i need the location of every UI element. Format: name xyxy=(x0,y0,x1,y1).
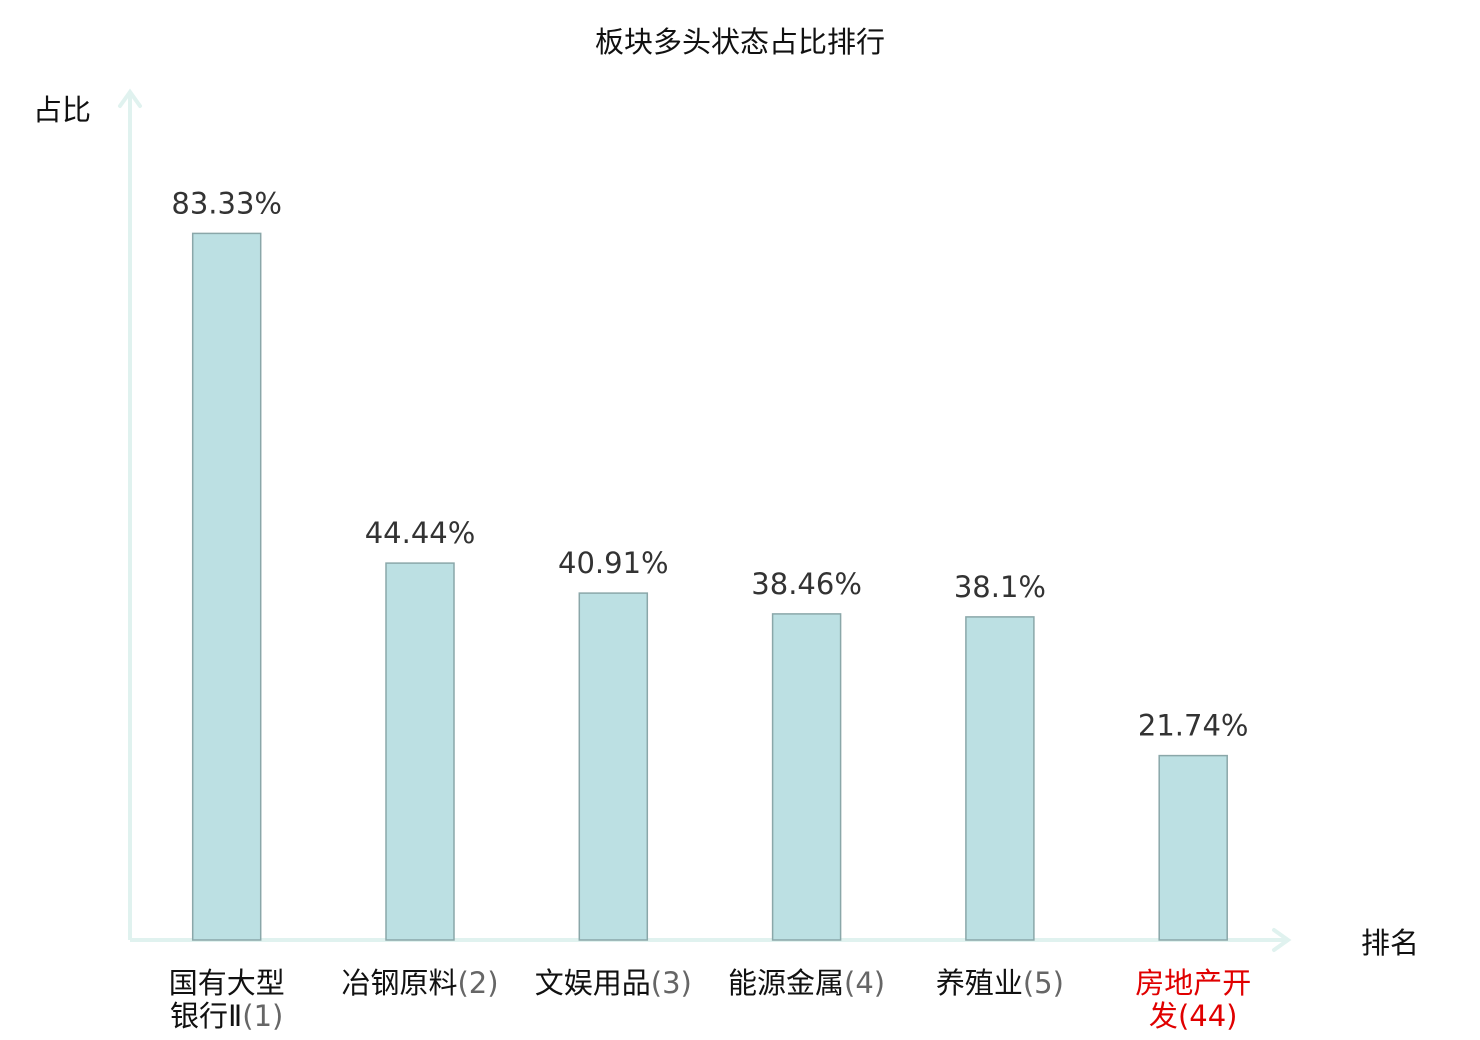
bar-value-label: 44.44% xyxy=(365,516,476,550)
category-label: 冶钢原料(2) xyxy=(341,966,498,1000)
bar-value-label: 83.33% xyxy=(171,186,282,220)
chart-title: 板块多头状态占比排行 xyxy=(595,25,885,59)
bar-value-label: 38.46% xyxy=(751,567,862,601)
category-name: 国有大型 xyxy=(169,966,285,1000)
category-label: 养殖业(5) xyxy=(936,966,1064,1000)
category-label: 银行Ⅱ(1) xyxy=(170,999,283,1033)
category-rank: (3) xyxy=(651,966,692,1000)
value-labels: 83.33% 44.44% 40.91% 38.46% 38.1% 21.74% xyxy=(171,186,1248,742)
category-label: 国有大型 xyxy=(169,966,285,1000)
bar-value-label: 40.91% xyxy=(558,546,669,580)
bar xyxy=(191,232,262,941)
category-name: 房地产开 xyxy=(1135,966,1251,1000)
bar xyxy=(385,562,455,941)
category-name: 养殖业 xyxy=(936,966,1023,1000)
category-name: 文娱用品 xyxy=(535,966,651,1000)
category-rank: (4) xyxy=(844,966,885,1000)
axes xyxy=(118,88,1292,952)
bar xyxy=(1158,754,1228,941)
x-axis-label: 排名 xyxy=(1361,926,1419,960)
category-label: 文娱用品(3) xyxy=(535,966,692,1000)
category-label: 房地产开 xyxy=(1135,966,1251,1000)
category-label: 能源金属(4) xyxy=(728,966,885,1000)
category-rank: (5) xyxy=(1023,966,1064,1000)
category-name: 能源金属 xyxy=(728,966,844,1000)
category-name: 冶钢原料 xyxy=(341,966,457,1000)
category-rank: (2) xyxy=(457,966,498,1000)
category-label: 发(44) xyxy=(1149,999,1238,1033)
category-rank: (44) xyxy=(1178,999,1238,1033)
bar xyxy=(771,613,842,941)
bar xyxy=(965,616,1035,941)
category-name: 银行Ⅱ xyxy=(170,999,242,1033)
bar-series xyxy=(191,232,1228,941)
x-axis-arrow-icon xyxy=(1272,928,1292,952)
bar-value-label: 38.1% xyxy=(954,570,1046,604)
category-rank: (1) xyxy=(242,999,283,1033)
category-name: 发 xyxy=(1149,999,1178,1033)
bar-value-label: 21.74% xyxy=(1138,709,1249,743)
y-axis-arrow-icon xyxy=(118,88,142,108)
bar xyxy=(578,592,649,941)
y-axis-label: 占比 xyxy=(33,93,91,127)
